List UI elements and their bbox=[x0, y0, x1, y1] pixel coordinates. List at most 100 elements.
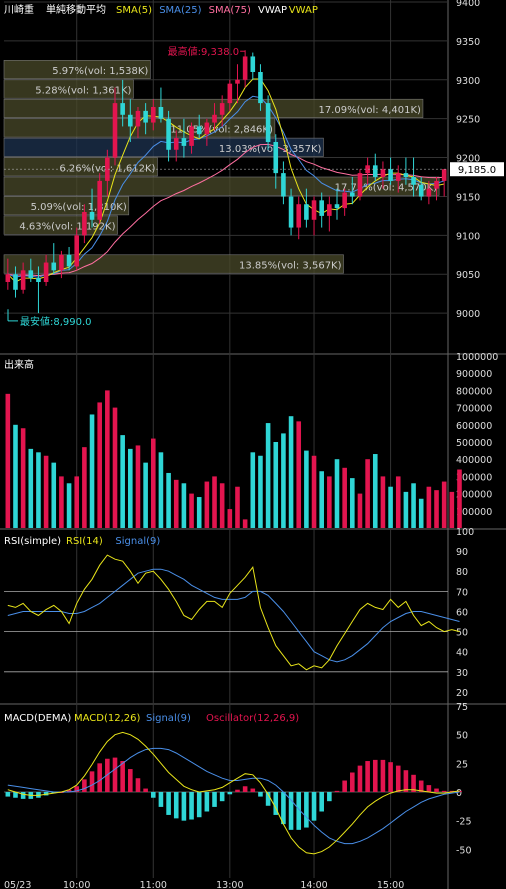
macd-line bbox=[7, 731, 460, 855]
candle-body bbox=[273, 142, 279, 174]
volume-bar bbox=[112, 407, 118, 528]
price-tick-label: 9400 bbox=[456, 0, 480, 9]
rsi-tick-label: 60 bbox=[456, 607, 468, 618]
macd-oscillator-bar bbox=[418, 780, 424, 792]
volume-profile-label: 13.85%(vol: 3,567K) bbox=[239, 261, 342, 272]
price-tick-label: 9350 bbox=[456, 37, 480, 48]
macd-oscillator-bar bbox=[304, 792, 309, 828]
macd-title: MACD(DEMA) bbox=[4, 713, 71, 724]
candle-body bbox=[281, 173, 286, 197]
macd-oscillator-bar bbox=[235, 789, 240, 792]
price-tick-label: 9050 bbox=[456, 270, 480, 281]
macd-oscillator-bar bbox=[204, 792, 210, 812]
volume-bar bbox=[74, 476, 80, 528]
macd-oscillator-bar bbox=[82, 779, 87, 792]
candle-body bbox=[43, 262, 49, 282]
volume-profile-label: 5.09%(vol: 1,310K) bbox=[31, 202, 127, 213]
candle-body bbox=[36, 278, 41, 282]
volume-bar bbox=[281, 433, 286, 528]
indicator-name: 単純移動平均 bbox=[46, 3, 106, 16]
macd-oscillator-bar bbox=[426, 785, 432, 792]
macd-oscillator-bar bbox=[20, 792, 26, 799]
price-legend-item[interactable]: SMA(5) bbox=[116, 5, 152, 16]
volume-bar bbox=[128, 448, 133, 528]
candle-body bbox=[120, 103, 125, 115]
macd-oscillator-bar bbox=[288, 792, 294, 830]
price-legend-item[interactable]: VWAP bbox=[258, 5, 287, 16]
macd-oscillator-bar bbox=[311, 792, 317, 821]
candle-body bbox=[403, 173, 409, 177]
volume-bar bbox=[418, 498, 424, 528]
volume-bar bbox=[143, 462, 148, 528]
price-legend-item[interactable]: SMA(75) bbox=[209, 5, 251, 16]
macd-oscillator-bar bbox=[403, 770, 409, 792]
volume-bar bbox=[36, 452, 41, 528]
macd-tick-label: -50 bbox=[456, 845, 472, 856]
volume-profile-band bbox=[3, 60, 151, 80]
macd-oscillator-bar bbox=[350, 772, 355, 792]
volume-title: 出来高 bbox=[4, 358, 34, 371]
candle-body bbox=[311, 200, 317, 220]
rsi-tick-label: 20 bbox=[456, 688, 468, 699]
volume-tick-label: 100000 bbox=[456, 507, 492, 518]
volume-bar bbox=[89, 414, 95, 528]
macd-oscillator-bar bbox=[158, 792, 164, 807]
x-axis-tick-label: 11:00 bbox=[140, 880, 167, 889]
volume-bar bbox=[403, 491, 409, 528]
volume-bar bbox=[434, 490, 439, 528]
volume-tick-label: 900000 bbox=[456, 369, 492, 380]
macd-oscillator-bar bbox=[128, 769, 133, 792]
macd-oscillator-bar bbox=[434, 788, 439, 792]
macd-tick-label: 25 bbox=[456, 759, 468, 770]
macd-oscillator-bar bbox=[143, 788, 148, 792]
macd-oscillator-bar bbox=[281, 792, 286, 825]
last-price-label: 9,185.0 bbox=[458, 165, 496, 176]
x-axis-tick-label: 14:00 bbox=[300, 880, 327, 889]
macd-oscillator-bar bbox=[173, 792, 179, 819]
macd-oscillator-bar bbox=[388, 762, 393, 792]
volume-bar bbox=[311, 455, 317, 528]
candle-body bbox=[357, 173, 363, 197]
price-legend-item[interactable]: SMA(25) bbox=[159, 5, 201, 16]
macd-oscillator-bar bbox=[51, 792, 57, 794]
rsi-tick-label: 30 bbox=[456, 668, 468, 679]
volume-bar bbox=[20, 428, 26, 528]
volume-tick-label: 800000 bbox=[456, 386, 492, 397]
candle-body bbox=[82, 212, 87, 236]
candle-body bbox=[135, 110, 141, 127]
candle-body bbox=[350, 192, 355, 197]
high-price-label: 最高値:9,338.0 bbox=[168, 45, 240, 58]
macd-oscillator-bar bbox=[380, 759, 386, 792]
candle-body bbox=[89, 212, 95, 220]
macd-oscillator-bar bbox=[189, 792, 194, 820]
volume-bar bbox=[365, 459, 370, 528]
macd-legend-item: Oscillator(12,26,9) bbox=[206, 713, 299, 724]
volume-bar bbox=[166, 472, 171, 528]
candle-body bbox=[5, 274, 11, 282]
candle-body bbox=[97, 180, 102, 220]
macd-oscillator-bar bbox=[66, 789, 72, 792]
price-legend-item[interactable]: VWAP bbox=[289, 5, 318, 16]
volume-bar bbox=[380, 476, 386, 528]
volume-profile-band bbox=[3, 254, 344, 274]
volume-profile-band bbox=[3, 215, 118, 235]
price-tick-label: 9250 bbox=[456, 115, 480, 126]
volume-profile-label: 17.75%(vol: 4,570K) bbox=[335, 183, 438, 194]
macd-oscillator-bar bbox=[357, 765, 363, 792]
candle-body bbox=[59, 254, 64, 271]
candle-body bbox=[296, 204, 302, 228]
candle-body bbox=[265, 103, 271, 142]
rsi-line bbox=[7, 554, 460, 671]
volume-tick-label: 700000 bbox=[456, 404, 492, 415]
price-tick-label: 9150 bbox=[456, 192, 480, 203]
volume-bar bbox=[189, 493, 194, 528]
macd-oscillator-bar bbox=[150, 792, 156, 798]
volume-bar bbox=[304, 450, 309, 528]
volume-bar bbox=[66, 483, 72, 528]
volume-bar bbox=[120, 435, 125, 528]
macd-oscillator-bar bbox=[250, 788, 256, 792]
volume-bar bbox=[150, 438, 156, 528]
rsi-tick-label: 90 bbox=[456, 547, 468, 558]
volume-tick-label: 300000 bbox=[456, 472, 492, 483]
